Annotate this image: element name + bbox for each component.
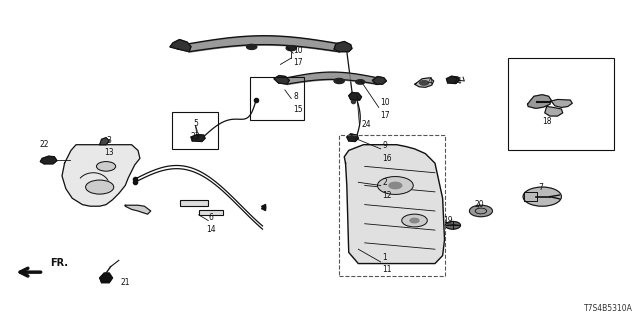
Polygon shape [191, 134, 205, 141]
Text: 2: 2 [383, 178, 387, 187]
Circle shape [445, 221, 461, 229]
Text: 24: 24 [362, 120, 371, 130]
Circle shape [334, 78, 344, 84]
Bar [172, 112, 218, 149]
Circle shape [86, 180, 114, 194]
Text: 9: 9 [383, 141, 387, 150]
Polygon shape [40, 156, 57, 164]
Polygon shape [545, 107, 563, 116]
Text: 23: 23 [191, 132, 200, 140]
Text: 15: 15 [293, 105, 303, 114]
Text: 5: 5 [193, 119, 198, 128]
Polygon shape [524, 192, 537, 201]
Text: 14: 14 [207, 225, 216, 234]
Circle shape [469, 205, 492, 217]
Circle shape [410, 218, 419, 223]
Text: 3: 3 [107, 136, 112, 145]
Polygon shape [274, 76, 289, 84]
Text: 17: 17 [381, 111, 390, 120]
Circle shape [420, 81, 429, 85]
Text: 7: 7 [538, 183, 543, 192]
Text: 8: 8 [293, 92, 298, 101]
Circle shape [523, 187, 561, 206]
Bar [508, 58, 614, 150]
Polygon shape [372, 76, 387, 84]
Circle shape [402, 214, 428, 227]
Polygon shape [170, 40, 191, 52]
Polygon shape [415, 78, 434, 87]
Text: 17: 17 [293, 58, 303, 67]
Polygon shape [527, 95, 551, 108]
Polygon shape [349, 92, 362, 100]
Text: 4: 4 [428, 77, 432, 86]
Text: 1: 1 [383, 253, 387, 262]
Text: FR.: FR. [50, 258, 68, 268]
Text: 24: 24 [452, 77, 462, 86]
Text: 10: 10 [293, 45, 303, 55]
Bar [198, 210, 223, 215]
Polygon shape [62, 145, 140, 206]
Polygon shape [344, 145, 445, 264]
Circle shape [97, 162, 116, 171]
Text: T7S4B5310A: T7S4B5310A [584, 304, 633, 313]
Polygon shape [334, 42, 352, 52]
Bar [250, 77, 304, 120]
Polygon shape [125, 205, 151, 214]
Text: 11: 11 [383, 265, 392, 275]
Circle shape [246, 44, 257, 50]
Text: 10: 10 [381, 98, 390, 107]
Circle shape [356, 80, 365, 84]
Text: 22: 22 [40, 140, 49, 148]
Polygon shape [347, 134, 358, 141]
Bar [179, 200, 208, 206]
Text: 16: 16 [383, 154, 392, 163]
Circle shape [286, 46, 296, 51]
Text: 6: 6 [209, 213, 214, 222]
Polygon shape [100, 273, 113, 283]
Text: 18: 18 [542, 117, 552, 126]
Polygon shape [100, 138, 109, 145]
Circle shape [389, 182, 402, 189]
Text: 21: 21 [120, 278, 130, 287]
Text: 20: 20 [475, 200, 484, 209]
Bar [339, 134, 445, 276]
Circle shape [378, 177, 413, 195]
Polygon shape [447, 76, 460, 84]
Text: 19: 19 [443, 216, 452, 225]
Text: 12: 12 [383, 190, 392, 200]
Text: 13: 13 [104, 148, 114, 156]
Polygon shape [551, 100, 572, 108]
